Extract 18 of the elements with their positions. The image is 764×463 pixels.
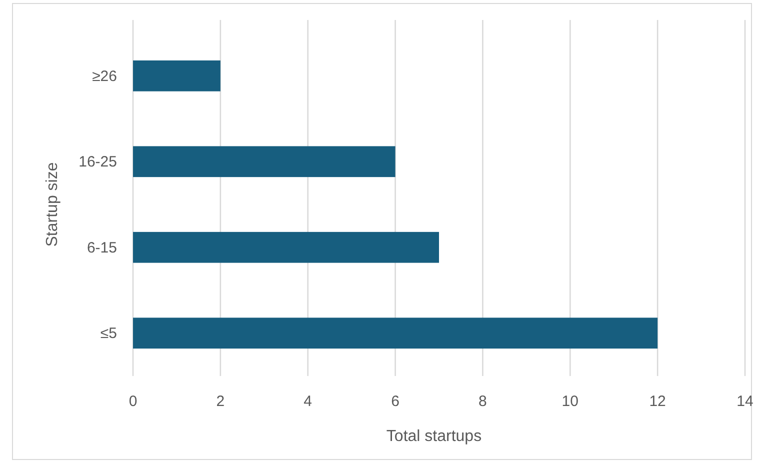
x-tick-label: 2 — [216, 393, 225, 410]
x-tick-label: 8 — [478, 393, 487, 410]
x-axis-title: Total startups — [386, 428, 482, 445]
y-tick-label: ≤5 — [100, 325, 117, 342]
x-tick-label: 12 — [649, 393, 666, 410]
x-tick-label: 6 — [391, 393, 400, 410]
bar — [133, 60, 220, 92]
x-tick-label: 10 — [562, 393, 578, 410]
x-tick-label: 0 — [128, 393, 138, 410]
x-tick-label: 4 — [304, 393, 312, 410]
bar — [133, 318, 658, 349]
x-tick-label: 14 — [736, 393, 754, 410]
y-tick-label: 6-15 — [86, 239, 117, 256]
bar — [133, 232, 439, 263]
y-tick-label: ≥26 — [92, 68, 117, 85]
y-axis-title: Startup size — [44, 162, 61, 247]
bar — [133, 146, 396, 178]
y-tick-label: 16-25 — [78, 154, 117, 171]
